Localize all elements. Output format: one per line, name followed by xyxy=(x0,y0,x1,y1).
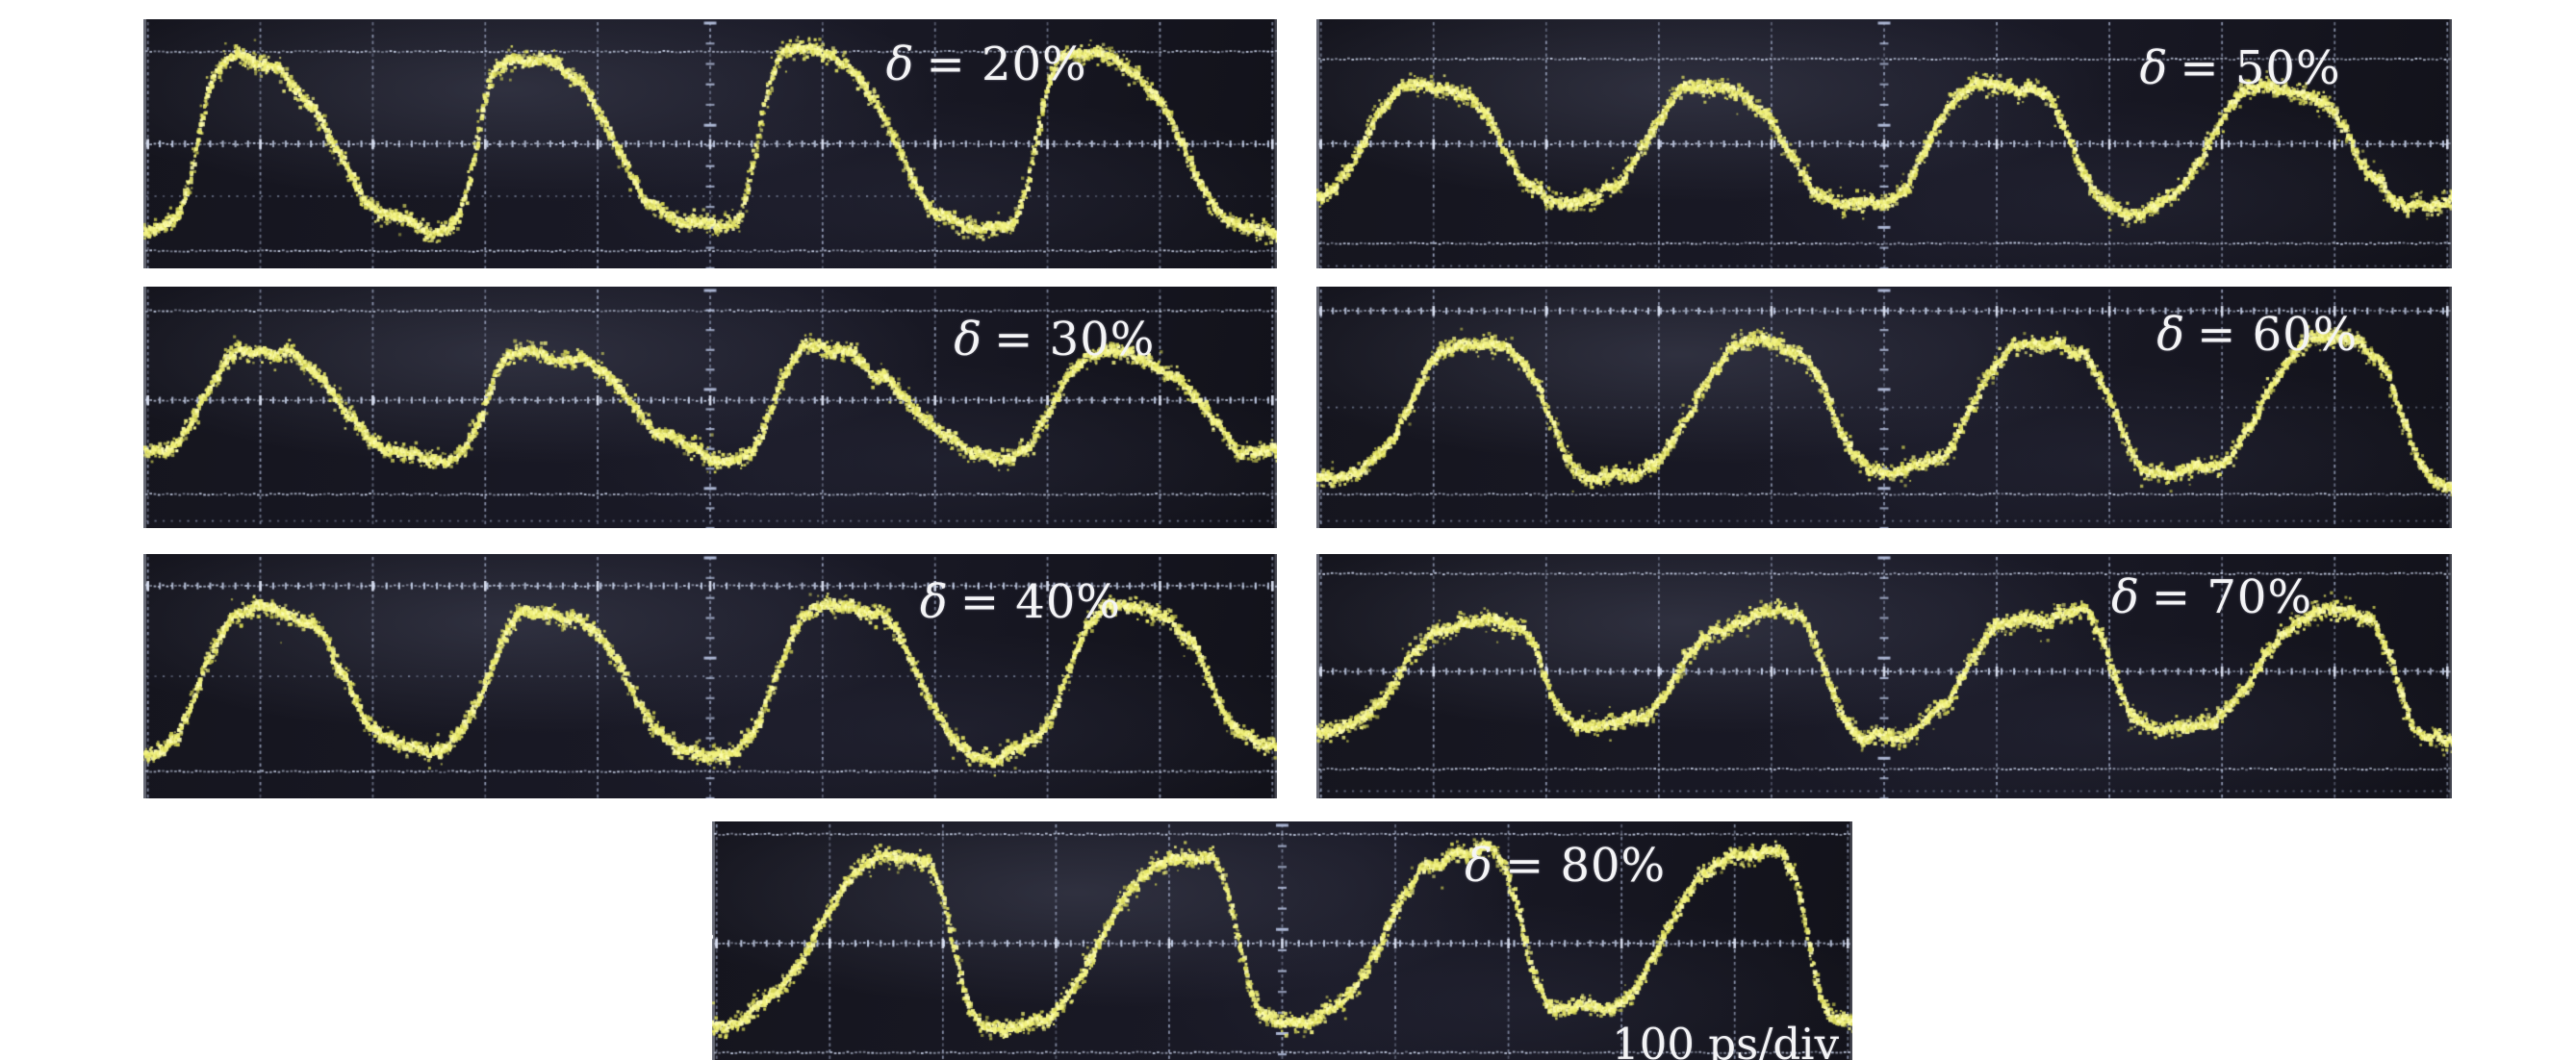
waveform-canvas-delta-60 xyxy=(1316,287,2452,528)
scope-panel-delta-80: δ= 80% 2 mV/div 100 ps/div xyxy=(712,821,1852,1060)
delta-symbol: δ xyxy=(2139,40,2169,95)
scope-panel-delta-20: δ = 20% xyxy=(143,19,1277,268)
delta-symbol: δ xyxy=(919,575,949,630)
duty-value: = 50% xyxy=(2180,40,2341,95)
scope-panel-delta-60: δ = 60% xyxy=(1316,287,2452,528)
y-scale-label: 2 mV/div xyxy=(712,858,720,1052)
duty-cycle-label: δ = 50% xyxy=(2140,44,2341,92)
duty-cycle-label: δ = 30% xyxy=(954,315,1155,364)
duty-value: = 40% xyxy=(959,575,1121,630)
scope-panel-delta-50: δ = 50% xyxy=(1316,19,2452,268)
delta-symbol: δ xyxy=(954,313,983,367)
waveform-canvas-delta-50 xyxy=(1316,19,2452,268)
scope-panel-delta-70: δ = 70% xyxy=(1316,554,2452,798)
duty-cycle-label: δ = 60% xyxy=(2156,311,2358,359)
delta-symbol: δ xyxy=(2111,570,2140,625)
scope-panel-delta-30: δ = 30% xyxy=(143,287,1277,528)
duty-cycle-label: δ = 70% xyxy=(2111,573,2312,621)
scope-panel-delta-40: δ = 40% xyxy=(143,554,1277,798)
waveform-canvas-delta-70 xyxy=(1316,554,2452,798)
delta-symbol: δ xyxy=(885,38,915,91)
duty-value: = 80% xyxy=(1505,839,1667,894)
delta-symbol: δ xyxy=(2156,308,2186,363)
waveform-canvas-delta-20 xyxy=(143,19,1277,268)
duty-cycle-label: δ = 80% xyxy=(1465,842,1666,890)
duty-value: = 20% xyxy=(926,38,1087,91)
duty-cycle-label: δ = 20% xyxy=(886,40,1087,88)
duty-cycle-label: δ = 40% xyxy=(920,578,1121,626)
x-scale-label: 100 ps/div xyxy=(1612,1019,1839,1060)
duty-value: = 30% xyxy=(994,313,1156,367)
delta-symbol: δ xyxy=(1465,839,1493,894)
waveform-canvas-delta-30 xyxy=(143,287,1277,528)
duty-value: = 60% xyxy=(2197,308,2359,363)
waveform-canvas-delta-80 xyxy=(712,821,1852,1060)
waveform-canvas-delta-40 xyxy=(143,554,1277,798)
duty-value: = 70% xyxy=(2151,570,2313,625)
